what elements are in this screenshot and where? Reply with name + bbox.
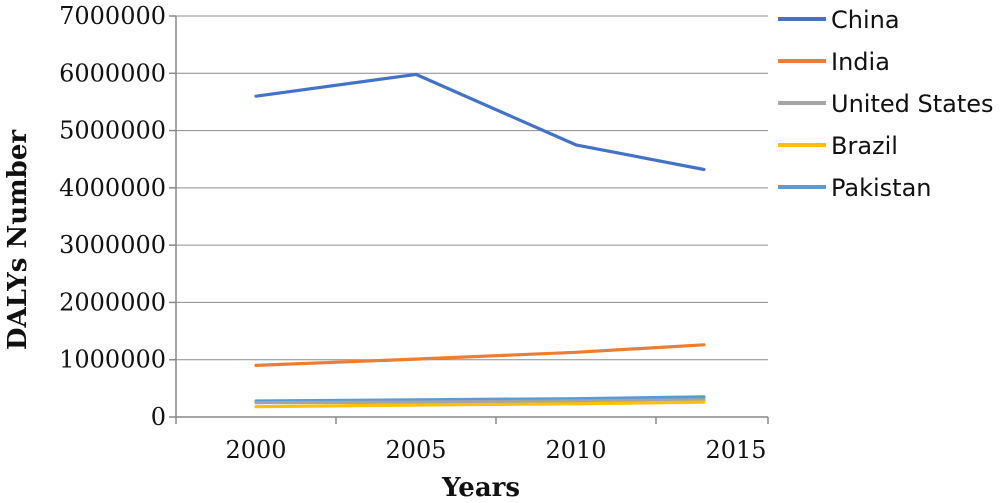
legend: China India United States Brazil Pakistan [778,6,994,202]
y-tick-label: 2000000 [59,288,166,316]
legend-label: Brazil [831,132,898,160]
series-line-india [254,343,706,367]
y-tick-label: 7000000 [59,2,166,30]
y-tick-label: 4000000 [59,174,166,202]
y-axis-title: DALYs Number [3,130,33,350]
series-lines [254,72,706,409]
legend-label: Pakistan [831,174,932,202]
y-tick-label: 0 [151,403,166,431]
x-tick-label: 2015 [705,436,766,464]
x-axis-ticks: 2000 2005 2010 2015 [175,417,769,464]
y-tick-label: 3000000 [59,231,166,259]
x-tick-label: 2010 [545,436,606,464]
x-tick-label: 2000 [225,436,286,464]
y-tick-label: 5000000 [59,117,166,145]
series-line-united-states [254,398,706,405]
legend-label: United States [831,90,994,118]
x-tick-label: 2005 [385,436,446,464]
legend-label: India [831,48,890,76]
y-tick-label: 6000000 [59,59,166,87]
y-axis-ticks: 0 1000000 2000000 3000000 4000000 5000000 6000… [59,2,176,431]
series-line-brazil [254,400,706,409]
axes [175,16,768,418]
gridlines [176,15,768,361]
series-line-pakistan [254,395,706,403]
legend-label: China [831,6,900,34]
x-axis-title: Years [441,473,520,503]
y-tick-label: 1000000 [59,346,166,374]
series-line-china [254,72,706,172]
